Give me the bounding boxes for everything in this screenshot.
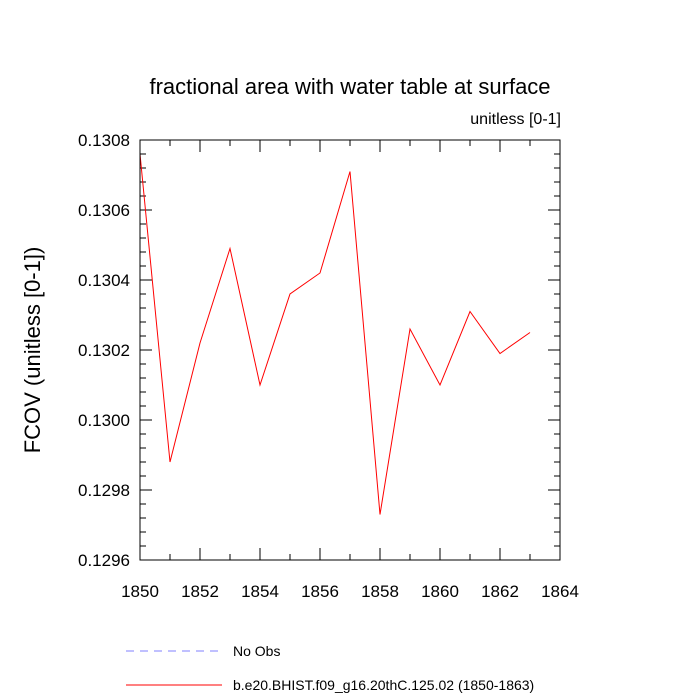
axes: 1850 1852 1854 1856 1858 1860 1862 1864 0.1296 0.… — [78, 131, 579, 601]
y-tick-label: 0.1296 — [78, 551, 130, 570]
x-tick-label: 1862 — [481, 582, 519, 601]
x-tick-label: 1852 — [181, 582, 219, 601]
x-tick-label: 1856 — [301, 582, 339, 601]
y-tick-label: 0.1302 — [78, 341, 130, 360]
legend-label: No Obs — [233, 643, 280, 659]
y-tick-label: 0.1298 — [78, 481, 130, 500]
y-tick-label: 0.1300 — [78, 411, 130, 430]
series-lines — [139, 153, 531, 515]
x-tick-label: 1860 — [421, 582, 459, 601]
y-tick-label: 0.1308 — [78, 131, 130, 150]
legend: No Obs b.e20.BHIST.f09_g16.20thC.125.02 (… — [126, 643, 534, 693]
y-tick-label: 0.1304 — [78, 271, 130, 290]
chart-subtitle: unitless [0-1] — [470, 111, 561, 128]
x-tick-label: 1850 — [121, 582, 159, 601]
chart-title: fractional area with water table at surf… — [149, 74, 550, 99]
y-axis-label: FCOV (unitless [0-1]) — [20, 247, 45, 454]
x-tick-label: 1854 — [241, 582, 279, 601]
y-tick-label: 0.1306 — [78, 201, 130, 220]
series-line — [139, 153, 531, 515]
x-tick-label: 1858 — [361, 582, 399, 601]
x-tick-label: 1864 — [541, 582, 579, 601]
plot-frame — [139, 139, 561, 561]
legend-label: b.e20.BHIST.f09_g16.20thC.125.02 (1850-1… — [233, 677, 534, 693]
